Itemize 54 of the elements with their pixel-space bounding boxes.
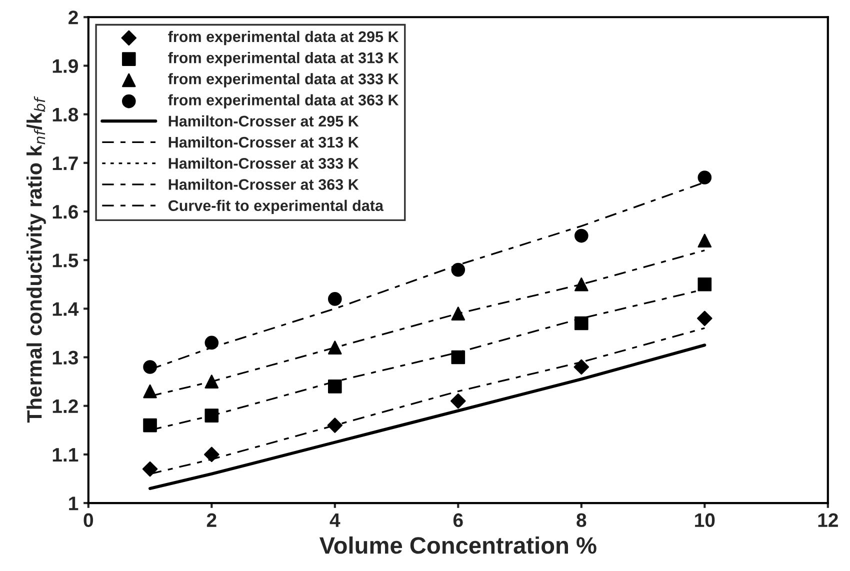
x-tick-label: 6 xyxy=(453,513,463,528)
legend-label: Curve-fit to experimental data xyxy=(168,200,384,214)
x-tick-label: 10 xyxy=(695,513,715,528)
point xyxy=(328,380,342,394)
point xyxy=(204,446,220,462)
point xyxy=(451,350,466,364)
point xyxy=(698,170,712,184)
legend-label: from experimental data at 313 K xyxy=(168,52,399,66)
point xyxy=(697,310,712,326)
x-axis-title: Volume Concentration % xyxy=(319,536,596,554)
point xyxy=(204,336,219,350)
point xyxy=(143,384,157,398)
x-tick-label: 12 xyxy=(818,513,838,527)
y-tick-label: 1.8 xyxy=(52,108,78,122)
point xyxy=(451,306,466,320)
x-tick-label: 4 xyxy=(330,513,340,527)
y-tick-label: 2 xyxy=(68,10,78,24)
y-tick-label: 1 xyxy=(69,496,78,510)
legend-label: Hamilton-Crosser at 363 K xyxy=(168,178,359,190)
legend-label: from experimental data at 363 K xyxy=(168,94,399,108)
x-tick-label: 2 xyxy=(206,513,216,527)
point xyxy=(574,359,590,375)
legend-label: Hamilton-Crosser at 313 K xyxy=(168,136,359,148)
y-tick-label: 1.4 xyxy=(52,302,79,316)
point xyxy=(328,292,342,306)
point xyxy=(327,418,343,433)
x-tick-label: 0 xyxy=(84,513,94,528)
x-tick-label: 8 xyxy=(576,513,586,528)
y-tick-label: 1.1 xyxy=(52,448,78,462)
point xyxy=(574,277,588,292)
point xyxy=(574,228,588,243)
y-tick-label: 1.7 xyxy=(52,156,78,170)
y-tick-label: 1.2 xyxy=(52,399,78,413)
legend-label: Hamilton-Crosser at 333 K xyxy=(168,158,359,169)
legend-label: Hamilton-Crosser at 295 K xyxy=(168,115,359,127)
line-series xyxy=(148,344,706,490)
point xyxy=(698,234,712,248)
point xyxy=(574,316,588,330)
point xyxy=(143,418,157,432)
point xyxy=(143,360,157,374)
point xyxy=(450,393,466,409)
y-tick-label: 1.6 xyxy=(52,204,78,219)
legend-label: from experimental data at 333 K xyxy=(168,73,399,88)
point xyxy=(698,277,712,292)
point xyxy=(204,374,219,388)
point xyxy=(142,461,158,477)
legend-label: from experimental data at 295 K xyxy=(168,30,399,46)
point xyxy=(204,408,219,422)
point xyxy=(328,340,342,354)
point xyxy=(451,262,466,277)
y-axis-title: Thermal conductivity ratio k$_{nf}$/k$_{bf}$ xyxy=(26,96,46,423)
y-tick-label: 1.3 xyxy=(52,350,78,365)
y-tick-label: 1.9 xyxy=(52,59,78,73)
y-tick-label: 1.5 xyxy=(52,254,78,268)
